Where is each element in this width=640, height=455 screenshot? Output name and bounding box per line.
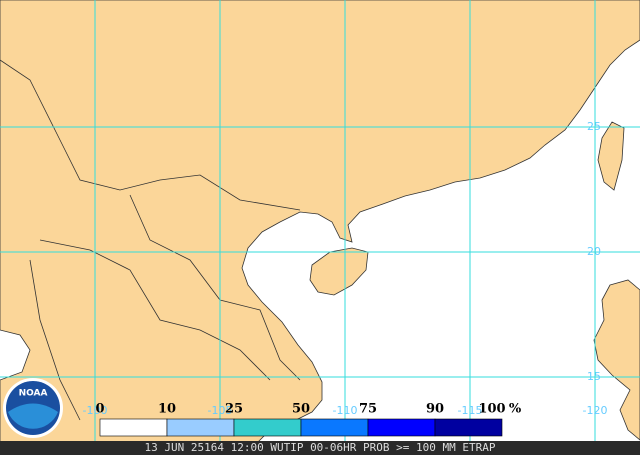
longitude-label: -110: [333, 404, 358, 417]
hainan: [309, 247, 369, 296]
taiwan: [597, 121, 625, 191]
legend-swatch: [99, 418, 168, 437]
logo-text: NOAA: [19, 389, 48, 399]
legend-tick: 90: [426, 402, 444, 417]
legend-swatch: [233, 418, 302, 437]
noaa-logo: NOAA: [3, 378, 63, 438]
legend-swatch: [367, 418, 436, 437]
border: [39, 239, 271, 381]
philippines: [593, 279, 640, 441]
longitude-label: -105: [208, 404, 233, 417]
legend-swatch: [300, 418, 369, 437]
latitude-label: 20: [587, 245, 601, 258]
caption-bar: [0, 441, 640, 455]
longitude-label: -115: [458, 404, 483, 417]
legend-tick: 0: [95, 402, 104, 417]
legend-tick: 10: [158, 402, 176, 417]
legend-unit: %: [509, 402, 522, 417]
logo-wave: [8, 403, 58, 429]
border: [0, 59, 301, 211]
legend-swatch: [166, 418, 235, 437]
legend-tick: 50: [292, 402, 310, 417]
legend: 0 10 25 50 75 90 100%: [95, 402, 522, 437]
border: [29, 259, 81, 421]
caption: 13 JUN 25164 12:00 WUTIP 00-06HR PROB >=…: [145, 441, 496, 454]
legend-swatch: [434, 418, 503, 437]
longitude-label: -120: [583, 404, 608, 417]
legend-tick: 25: [225, 402, 243, 417]
latitude-label: 25: [587, 120, 601, 133]
latitude-label: 15: [587, 370, 601, 383]
longitude-label: -100: [83, 404, 108, 417]
legend-tick: 100: [478, 402, 505, 417]
legend-tick: 75: [359, 402, 377, 417]
graticule: 25 20 15 -100 -105 -110 -115 -120: [0, 0, 640, 441]
